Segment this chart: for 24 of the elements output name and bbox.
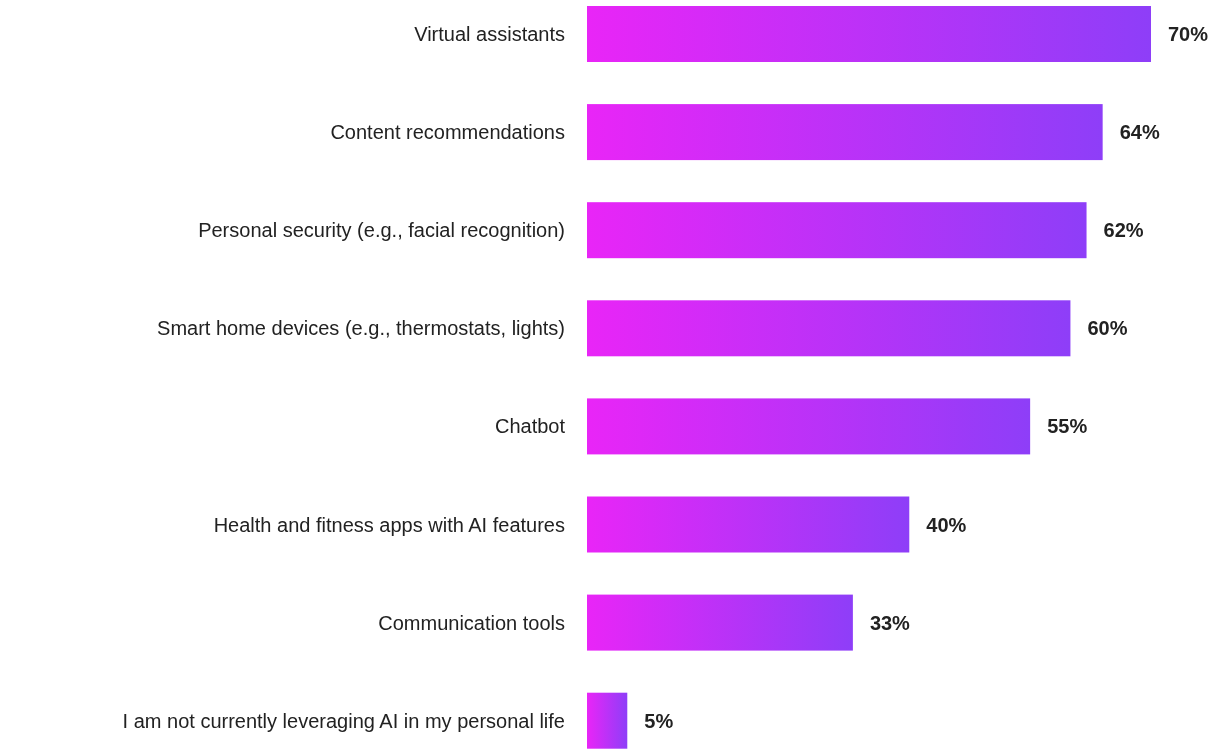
y-tick-label: Content recommendations [330, 121, 565, 144]
data-label: 33% [869, 611, 911, 634]
y-tick-label: Virtual assistants [414, 23, 565, 45]
bar [587, 6, 1151, 62]
bar [587, 202, 1087, 259]
data-label: 60% [1087, 317, 1128, 340]
bar [587, 300, 1071, 357]
data-label: 62% [1103, 219, 1144, 242]
data-label: 5% [644, 709, 674, 732]
y-tick-label: Chatbot [494, 415, 566, 438]
bar [587, 692, 628, 749]
y-tick-label: Communication tools [378, 611, 565, 634]
y-tick-label: Health and fitness apps with AI features [213, 513, 565, 536]
y-tick-label: Personal security (e.g., facial recognition) [198, 219, 565, 242]
bar [587, 104, 1103, 161]
data-label: 55% [1047, 415, 1088, 438]
data-label: 70% [1168, 23, 1209, 45]
bar [587, 594, 853, 651]
data-label: 40% [926, 513, 967, 536]
bar [587, 398, 1031, 455]
y-tick-label: I am not currently leveraging AI in my personal life [122, 709, 565, 732]
data-label: 64% [1119, 121, 1160, 144]
y-tick-label: Smart home devices (e.g., thermostats, lights) [157, 317, 565, 340]
bar [587, 496, 910, 553]
